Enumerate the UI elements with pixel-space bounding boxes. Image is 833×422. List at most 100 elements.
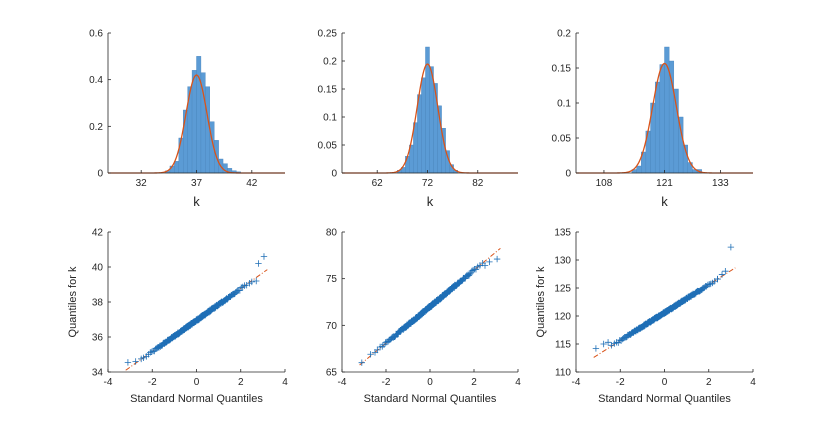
y-tick-label: 0.05	[318, 141, 338, 152]
qq-point	[255, 260, 262, 267]
x-tick-label: -4	[572, 377, 581, 388]
qq-point	[604, 339, 612, 346]
y-tick-label: 70	[326, 321, 338, 332]
y-tick-label: 0.15	[318, 85, 338, 96]
y-tick-label: 135	[554, 228, 571, 239]
qq-point	[600, 340, 607, 348]
x-axis-label: Standard Normal Quantiles	[364, 393, 497, 405]
qq-point	[469, 266, 477, 274]
y-tick-label: 0	[331, 169, 337, 180]
qq-reference-line	[125, 269, 268, 371]
x-axis-label: k	[193, 194, 200, 209]
x-tick-label: 4	[282, 377, 288, 388]
histogram-bar	[417, 94, 422, 174]
qq-plot-1: -4 -2 0 2 4 34 36 38 40 42 Standard Normal Quantil…	[67, 228, 288, 406]
y-tick-label: 0.25	[318, 29, 338, 40]
qq-point	[714, 275, 721, 283]
histogram-bar	[654, 81, 661, 174]
qq-point	[493, 255, 501, 263]
y-tick-label: 34	[92, 368, 104, 379]
x-tick-label: 42	[246, 178, 258, 189]
histogram-bar	[673, 88, 679, 174]
x-tick-label: 82	[472, 178, 484, 189]
qq-point	[371, 349, 379, 356]
y-axis-label: Quantiles for k	[67, 266, 79, 337]
y-tick-label: 80	[326, 228, 338, 239]
qq-point	[727, 243, 735, 251]
histogram-bar	[421, 77, 426, 174]
y-tick-label: 36	[92, 333, 104, 344]
qq-point	[260, 253, 268, 260]
qq-point	[718, 271, 726, 278]
qq-point	[616, 336, 623, 344]
x-tick-label: 121	[656, 178, 673, 189]
y-tick-label: 0.05	[552, 134, 572, 145]
qq-point	[132, 358, 139, 365]
qq-point	[238, 284, 245, 291]
qq-plot-2: -4 -2 0 2 4 65 70 75 80 Standard Normal Quantiles	[326, 228, 521, 406]
x-tick-label: 37	[191, 178, 203, 189]
x-tick-label: 0	[194, 377, 200, 388]
y-tick-label: 125	[554, 284, 571, 295]
x-tick-label: -4	[338, 377, 347, 388]
qq-point	[148, 348, 155, 356]
qq-point	[248, 278, 256, 286]
y-tick-label: 0.2	[89, 122, 103, 133]
y-tick-label: 0	[565, 169, 571, 180]
qq-point	[481, 262, 489, 269]
x-tick-label: -4	[104, 377, 113, 388]
y-tick-label: 120	[554, 312, 571, 323]
histogram-bar	[205, 86, 210, 174]
x-axis-label: k	[427, 194, 434, 209]
x-tick-label: 108	[596, 178, 613, 189]
y-tick-label: 42	[92, 228, 104, 239]
histogram-bar	[636, 165, 642, 174]
y-tick-label: 110	[555, 368, 571, 379]
histogram-2: 62 72 82 0 0.05 0.1 0.15 0.2 0.25 k	[318, 29, 518, 209]
y-tick-label: 38	[92, 298, 104, 309]
qq-point	[367, 351, 374, 358]
qq-point	[704, 281, 712, 289]
y-tick-label: 130	[554, 256, 571, 267]
x-axis-label: Standard Normal Quantiles	[598, 393, 731, 405]
x-axis-label: k	[661, 194, 668, 209]
qq-plot-3: -4 -2 0 2 4 110 115 120 125 130 135 Standard Normal…	[535, 228, 756, 406]
histogram-3: 108 121 133 0 0.05 0.1 0.15 0.2 k	[552, 29, 753, 209]
x-tick-label: 4	[750, 377, 756, 388]
x-tick-label: 4	[515, 377, 521, 388]
y-tick-label: 115	[555, 340, 571, 351]
qq-point	[253, 277, 260, 285]
x-tick-label: 32	[136, 178, 148, 189]
histogram-bar	[174, 161, 179, 174]
x-tick-label: 0	[427, 377, 433, 388]
x-tick-label: 133	[712, 178, 729, 189]
x-tick-label: 2	[471, 377, 477, 388]
histogram-bar	[196, 56, 202, 174]
y-tick-label: 0.1	[323, 113, 337, 124]
x-tick-label: -2	[616, 377, 625, 388]
x-tick-label: 62	[372, 178, 384, 189]
y-tick-label: 0	[97, 169, 103, 180]
qq-point	[124, 359, 132, 366]
qq-point	[466, 270, 474, 278]
histogram-bar	[659, 64, 665, 174]
y-tick-label: 0.4	[89, 75, 103, 86]
y-tick-label: 0.2	[323, 57, 337, 68]
qq-point	[137, 355, 145, 363]
y-tick-label: 0.6	[89, 29, 103, 40]
x-tick-label: 0	[662, 377, 668, 388]
x-tick-label: 72	[422, 178, 434, 189]
histogram-bar	[668, 60, 675, 174]
x-tick-label: -2	[148, 377, 157, 388]
qq-point	[486, 258, 493, 266]
y-tick-label: 0.2	[557, 29, 571, 40]
qq-point	[236, 287, 244, 294]
qq-point	[358, 359, 365, 366]
histogram-1: 32 37 42 0 0.2 0.4 0.6 k	[89, 29, 285, 209]
y-axis-label: Quantiles for k	[535, 266, 547, 337]
x-tick-label: -2	[382, 377, 391, 388]
qq-point	[592, 345, 600, 352]
qq-point	[608, 342, 615, 349]
